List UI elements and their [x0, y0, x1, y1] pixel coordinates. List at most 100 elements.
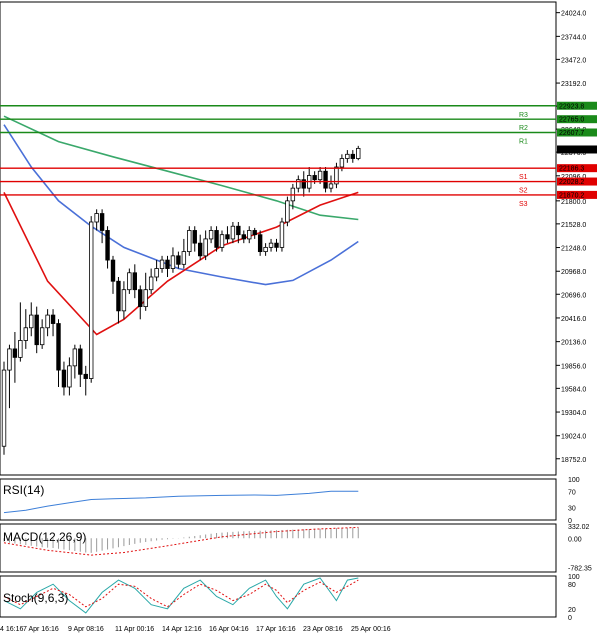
rsi-pane-frame [0, 478, 557, 521]
candle-body [29, 314, 34, 329]
stoch-tick-label: 20 [568, 607, 576, 614]
fast-moving-average [3, 191, 359, 336]
candle-body [197, 242, 203, 257]
rsi-tick-label: 0 [568, 518, 572, 525]
candle-body [132, 272, 137, 291]
y-tick-label: 22096.0 [561, 174, 586, 181]
macd-tick-label: 332.02 [568, 524, 590, 531]
candle-body [7, 348, 12, 371]
level-tag-s2: S2 [519, 188, 528, 195]
x-tick-label: 17 Apr 16:16 [256, 626, 296, 633]
y-tick-label: 21248.0 [561, 246, 586, 253]
level-price-box [557, 177, 597, 186]
candle-body [301, 179, 306, 189]
level-tag-r3: R3 [519, 112, 528, 119]
candle-body [170, 255, 176, 269]
candle-body [99, 213, 105, 231]
macd-tick-label: -782.35 [568, 566, 592, 573]
candle-body [1, 369, 7, 447]
current-price-box [557, 145, 597, 154]
rsi-line [3, 490, 359, 514]
candle-body [225, 234, 230, 240]
candle-body [12, 348, 18, 358]
candle-body [110, 259, 116, 282]
candle-body [214, 230, 219, 248]
candle-body [296, 179, 301, 189]
level-price-label: 22765.0 [559, 117, 584, 124]
candle-body [121, 289, 127, 312]
candle-body [323, 170, 328, 189]
level-price-label: 22028.2 [559, 179, 584, 186]
candle-body [56, 323, 61, 371]
level-price-box [557, 164, 597, 173]
y-tick-label: 21800.0 [561, 199, 586, 206]
candle-body [345, 153, 350, 159]
candle-body [247, 230, 252, 240]
level-tag-s1: S1 [519, 174, 528, 181]
y-tick-label: 18752.0 [561, 457, 586, 464]
candle-body [94, 213, 99, 223]
level-price-label: 22923.8 [559, 103, 584, 110]
candle-body [39, 327, 45, 346]
stoch-tick-label: 80 [568, 582, 576, 589]
candle-body [285, 200, 290, 223]
y-tick-label: 20696.0 [561, 292, 586, 299]
candle-body [257, 234, 263, 253]
y-tick-label: 20968.0 [561, 269, 586, 276]
candle-body [334, 166, 339, 185]
level-price-box [557, 101, 597, 110]
rsi-tick-label: 100 [568, 477, 580, 484]
candle-body [50, 314, 56, 324]
candle-body [181, 251, 187, 265]
level-price-label: 22186.3 [559, 166, 584, 173]
candle-body [219, 234, 225, 248]
candle-body [187, 230, 192, 253]
candle-body [274, 242, 279, 248]
candle-body [89, 221, 94, 379]
level-price-box [557, 128, 597, 137]
candle-body [45, 314, 50, 329]
candle-body [192, 230, 197, 244]
candle-body [176, 255, 181, 265]
candle-body [263, 246, 268, 253]
candle-body [72, 348, 78, 367]
stoch-d-line [3, 579, 359, 608]
y-tick-label: 20416.0 [561, 316, 586, 323]
y-tick-label: 19024.0 [561, 434, 586, 441]
candle-body [116, 280, 121, 312]
candle-body [143, 289, 148, 308]
x-tick-label: 16 Apr 04:16 [209, 626, 249, 633]
candle-body [23, 327, 28, 341]
candle-body [312, 175, 317, 181]
level-tag-r1: R1 [519, 139, 528, 146]
macd-pane-frame [0, 523, 557, 573]
level-tag-s3: S3 [519, 201, 528, 208]
x-tick-label: 25 Apr 00:16 [351, 626, 391, 633]
y-tick-label: 22376.0 [561, 150, 586, 157]
y-tick-label: 20136.0 [561, 340, 586, 347]
candle-body [34, 314, 39, 346]
candle-body [230, 225, 236, 240]
y-tick-label: 23472.0 [561, 57, 586, 64]
current-price-label: 22407.0 [559, 147, 584, 154]
candle-body [317, 170, 323, 181]
x-tick-label: 9 Apr 08:16 [68, 626, 104, 633]
candle-body [268, 242, 274, 248]
candle-body [127, 272, 132, 291]
x-tick-label: 11 Apr 00:16 [115, 626, 154, 633]
y-tick-label: 23192.0 [561, 81, 586, 88]
candle-body [252, 230, 257, 236]
stoch-pane-frame [0, 575, 557, 618]
stoch-k-line [3, 577, 359, 614]
level-price-box [557, 190, 597, 199]
x-tick-label: 4 16:16 [0, 626, 23, 633]
candle-body [356, 147, 361, 159]
candle-body [83, 373, 88, 379]
candle-body [18, 340, 23, 358]
rsi-tick-label: 70 [568, 489, 576, 496]
main-pane-frame [0, 1, 557, 476]
y-tick-label: 21528.0 [561, 222, 586, 229]
candle-body [105, 230, 110, 261]
candle-body [328, 183, 334, 189]
stoch-tick-label: 0 [568, 615, 572, 622]
